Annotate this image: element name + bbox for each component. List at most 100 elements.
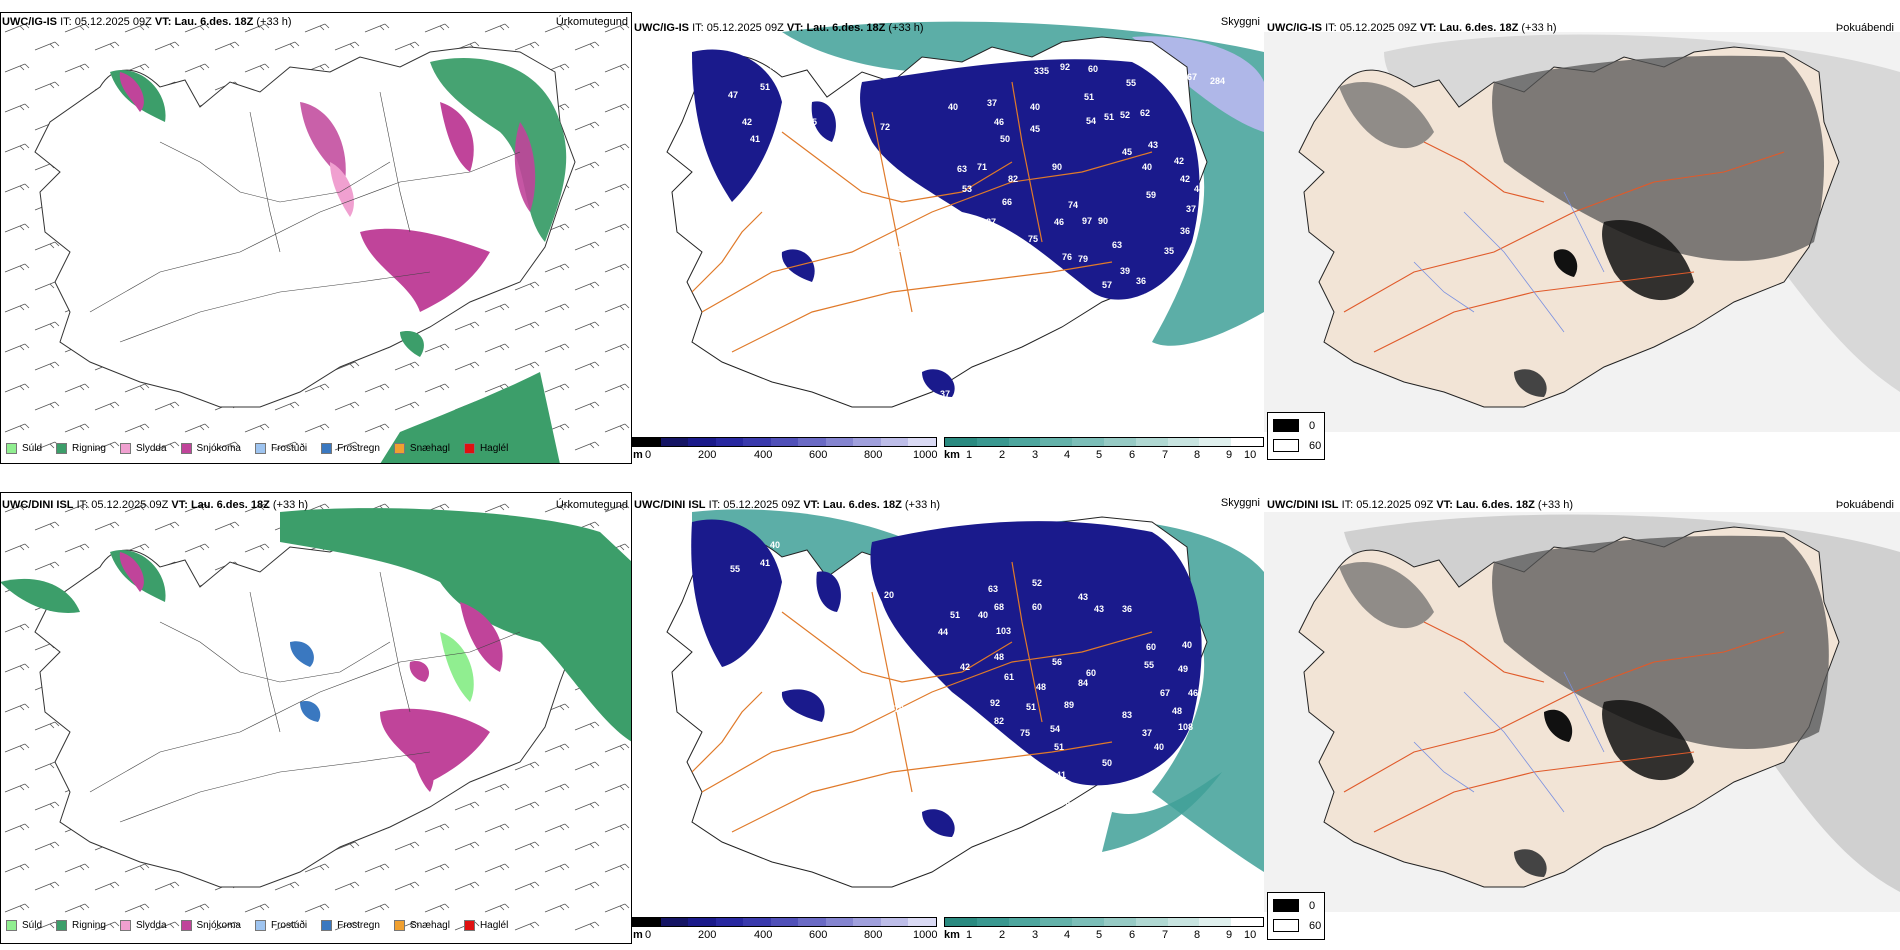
ceiling-value: 44 xyxy=(1194,184,1205,194)
legend-item: Slydda xyxy=(119,920,167,931)
panel-header: UWC/IG-IS IT: 05.12.2025 09Z VT: Lau. 6.… xyxy=(2,16,292,28)
tick-label: 5 xyxy=(1096,449,1103,461)
ceiling-height-colorbar xyxy=(632,917,937,927)
ceiling-value: 54 xyxy=(1086,116,1097,126)
road-network xyxy=(89,91,521,343)
ceiling-value: 43 xyxy=(1148,140,1159,150)
precip-areas xyxy=(110,58,567,464)
fog-shading xyxy=(1339,55,1824,397)
ceiling-value: 52 xyxy=(1120,110,1131,120)
ceiling-value: 37 xyxy=(788,560,799,570)
ceiling-value: 83 xyxy=(1122,710,1133,720)
panel-header: UWC/IG-IS IT: 05.12.2025 09Z VT: Lau. 6.… xyxy=(634,22,924,34)
ceiling-value: 49 xyxy=(770,62,781,72)
legend-item: Snjókoma xyxy=(180,920,241,931)
precip-areas xyxy=(0,508,632,792)
ceiling-height-ticks: m 0 200 400 600 800 1000 xyxy=(632,929,942,943)
ceiling-value: 71 xyxy=(977,162,988,172)
ceiling-value: 50 xyxy=(1102,758,1113,768)
ceiling-value: 31 xyxy=(784,94,795,104)
legend-item: Haglél xyxy=(463,443,508,454)
colorbar-cell xyxy=(825,438,854,446)
ceiling-value: 57 xyxy=(1102,280,1113,290)
ceiling-value: 90 xyxy=(1098,216,1109,226)
precip-type-map-dini: UWC/DINI ISL IT: 05.12.2025 09Z VT: Lau.… xyxy=(0,492,632,944)
tick-label: 3 xyxy=(1032,449,1039,461)
ceiling-value: 97 xyxy=(1082,216,1093,226)
tick-label: 2 xyxy=(999,929,1006,941)
legend-swatch xyxy=(254,920,266,931)
legend-item: Snjókoma xyxy=(180,443,241,454)
tick-label: 1000 xyxy=(913,929,938,941)
colorbar-cell xyxy=(1008,438,1041,446)
ceiling-value: 42 xyxy=(1180,174,1191,184)
ceiling-value: 50 xyxy=(1000,134,1011,144)
tick-label: 600 xyxy=(809,929,828,941)
ceiling-value: 80 xyxy=(898,244,909,254)
ceiling-value: 35 xyxy=(807,117,818,127)
tick-unit: m xyxy=(633,929,643,941)
ceiling-height-ticks: m 0 200 400 600 800 1000 xyxy=(632,449,942,463)
colorbar-cell xyxy=(945,918,977,926)
colorbar-cell xyxy=(1072,438,1104,446)
ceiling-value: 88 xyxy=(990,237,1001,247)
ceiling-value: 51 xyxy=(1104,112,1115,122)
ceiling-map-canvas xyxy=(666,509,1264,888)
precip-map-canvas xyxy=(0,12,632,464)
ceiling-value: 50 xyxy=(804,182,815,192)
ceiling-value: 92 xyxy=(1060,62,1071,72)
ceiling-value: 61 xyxy=(1004,672,1015,682)
legend-swatch xyxy=(6,443,17,454)
ceiling-value: 52 xyxy=(778,144,789,154)
ceiling-value: 36 xyxy=(1122,604,1133,614)
tick-label: 10 xyxy=(1244,449,1257,461)
ceiling-value: 82 xyxy=(994,716,1005,726)
legend-item: Slydda xyxy=(119,443,167,454)
tick-label: 200 xyxy=(698,929,717,941)
ceiling-value: 59 xyxy=(1146,190,1157,200)
river-network xyxy=(1413,671,1605,813)
river-network xyxy=(1413,191,1605,333)
ceiling-value: 87 xyxy=(1064,814,1075,824)
ceiling-value: 41 xyxy=(1056,770,1067,780)
ceiling-value: 48 xyxy=(994,652,1005,662)
tick-unit: km xyxy=(944,449,960,461)
ceiling-value: 40 xyxy=(1030,102,1041,112)
tick-label: 0 xyxy=(645,929,652,941)
ceiling-value: 108 xyxy=(1178,722,1194,732)
legend-item: Frostúði xyxy=(254,920,307,931)
legend-item: Snæhagl xyxy=(393,920,450,931)
ceiling-value: 67 xyxy=(1160,688,1171,698)
model-name: UWC/DINI ISL xyxy=(634,499,706,511)
tick-label: 200 xyxy=(698,449,717,461)
ceiling-value: 51 xyxy=(1054,742,1065,752)
legend-item: Súld xyxy=(6,443,42,454)
visibility-colorbar xyxy=(944,437,1264,447)
ceiling-value: 335 xyxy=(1034,66,1050,76)
tick-label: 1 xyxy=(966,449,973,461)
colorbar-cell xyxy=(853,438,881,446)
ceiling-value: 84 xyxy=(1078,678,1089,688)
ceiling-value: 54 xyxy=(1050,724,1061,734)
colorbar-cell xyxy=(688,438,716,446)
colorbar-cell xyxy=(715,438,744,446)
colorbar-cell xyxy=(1167,438,1200,446)
fog-legend: 0 60 xyxy=(1267,892,1325,940)
ceiling-value: 37 xyxy=(1186,204,1197,214)
model-name: UWC/IG-IS xyxy=(1267,22,1322,34)
colorbar-cell xyxy=(770,918,799,926)
precip-frame xyxy=(0,12,632,464)
tick-label: 9 xyxy=(1226,929,1233,941)
colorbar-cell xyxy=(743,918,771,926)
ceiling-value: 53 xyxy=(962,184,973,194)
ceiling-value: 103 xyxy=(996,626,1012,636)
ceiling-value: 63 xyxy=(1112,240,1123,250)
ceiling-value: 40 xyxy=(1154,742,1165,752)
legend-item: 60 xyxy=(1273,439,1321,452)
colorbar-cell xyxy=(976,438,1009,446)
ceiling-value: 37 xyxy=(940,389,951,399)
ceiling-value: 34 xyxy=(1062,340,1073,350)
ceiling-value: 60 xyxy=(1032,602,1043,612)
legend-swatch xyxy=(119,443,131,454)
tick-label: 8 xyxy=(1194,929,1201,941)
